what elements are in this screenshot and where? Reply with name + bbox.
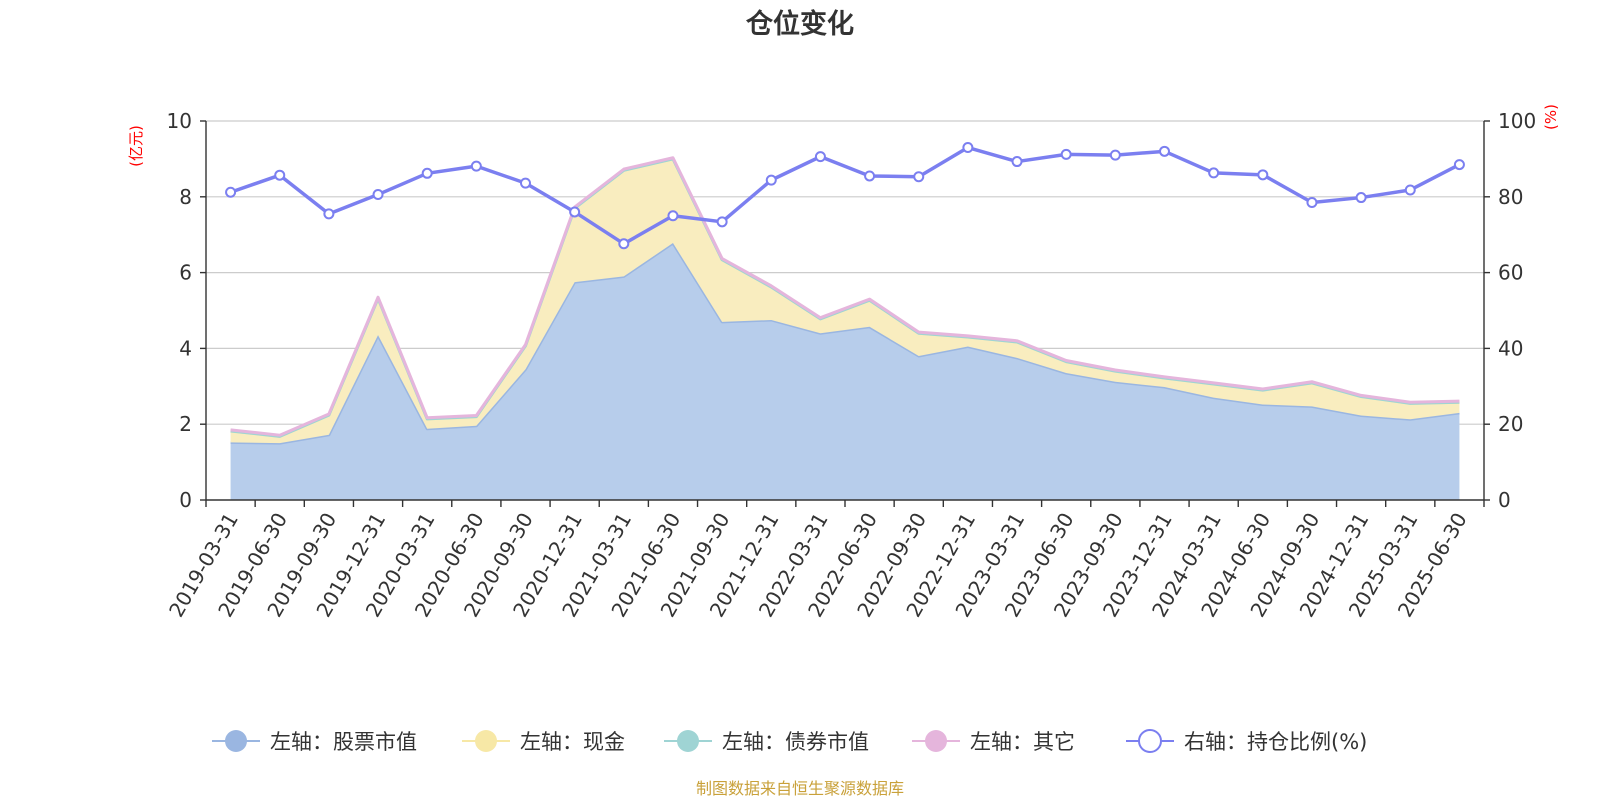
- right-axis-unit: (%): [1542, 104, 1560, 130]
- ratio-point: [421, 167, 433, 179]
- right-axis-tick-label: 60: [1498, 261, 1523, 285]
- left-axis-tick-label: 10: [167, 109, 192, 133]
- legend-label: 右轴：持仓比例(%): [1184, 730, 1367, 754]
- left-axis-tick-label: 2: [179, 412, 192, 436]
- legend-item: 左轴：现金: [462, 730, 625, 754]
- legend-item: 左轴：其它: [912, 730, 1075, 754]
- ratio-point: [1208, 167, 1220, 179]
- legend-label: 左轴：股票市值: [270, 730, 417, 754]
- ratio-point: [1109, 149, 1121, 161]
- legend-marker: [225, 730, 247, 752]
- legend-item: 右轴：持仓比例(%): [1126, 729, 1367, 754]
- right-axis-tick-label: 20: [1498, 412, 1523, 436]
- ratio-point: [962, 142, 974, 154]
- ratio-point: [667, 210, 679, 222]
- stacked-areas: [230, 156, 1460, 500]
- holding-ratio-line: [225, 142, 1465, 250]
- legend-label: 左轴：其它: [970, 730, 1075, 754]
- legend: 左轴：股票市值 左轴：现金 左轴：债券市值 左轴：其它 右轴：持仓比例(%): [212, 729, 1367, 754]
- ratio-point: [913, 171, 925, 183]
- series-area: [230, 243, 1460, 500]
- legend-marker: [1138, 729, 1162, 753]
- right-axis-tick-label: 80: [1498, 185, 1523, 209]
- ratio-point: [1060, 148, 1072, 160]
- ratio-point: [814, 151, 826, 163]
- ratio-point: [1159, 145, 1170, 157]
- data-source-note: 制图数据来自恒生聚源数据库: [696, 779, 904, 798]
- ratio-point: [1355, 192, 1367, 204]
- ratio-point: [765, 174, 777, 186]
- ratio-point: [716, 216, 728, 228]
- left-axis-tick-label: 0: [179, 488, 192, 512]
- legend-marker: [475, 730, 497, 752]
- left-axis-tick-label: 4: [179, 336, 192, 360]
- ratio-point: [1306, 196, 1318, 208]
- legend-marker: [925, 730, 947, 752]
- legend-label: 左轴：现金: [520, 730, 625, 754]
- series-line: [230, 156, 1460, 437]
- ratio-point: [1257, 169, 1269, 181]
- ratio-point: [1404, 184, 1416, 196]
- ratio-point: [323, 208, 335, 220]
- ratio-point: [470, 160, 482, 172]
- left-axis-tick-label: 8: [179, 185, 192, 209]
- ratio-point: [225, 186, 237, 198]
- left-axis-unit: (亿元): [127, 125, 145, 167]
- legend-item: 左轴：债券市值: [664, 730, 869, 754]
- right-axis-tick-label: 40: [1498, 336, 1523, 360]
- legend-item: 左轴：股票市值: [212, 730, 417, 754]
- ratio-point: [864, 170, 876, 182]
- ratio-point: [569, 206, 581, 218]
- ratio-point: [618, 238, 630, 250]
- left-axis-tick-label: 6: [179, 261, 192, 285]
- ratio-point: [520, 177, 531, 189]
- chart-title: 仓位变化: [745, 8, 854, 40]
- legend-label: 左轴：债券市值: [722, 730, 869, 754]
- ratio-point: [1453, 159, 1465, 171]
- ratio-point: [274, 169, 286, 181]
- ratio-point: [1011, 156, 1023, 168]
- right-axis-tick-label: 100: [1498, 109, 1536, 133]
- legend-marker: [677, 730, 699, 752]
- right-axis-tick-label: 0: [1498, 488, 1511, 512]
- ratio-point: [372, 189, 384, 201]
- ratio-series-line: [230, 145, 1461, 246]
